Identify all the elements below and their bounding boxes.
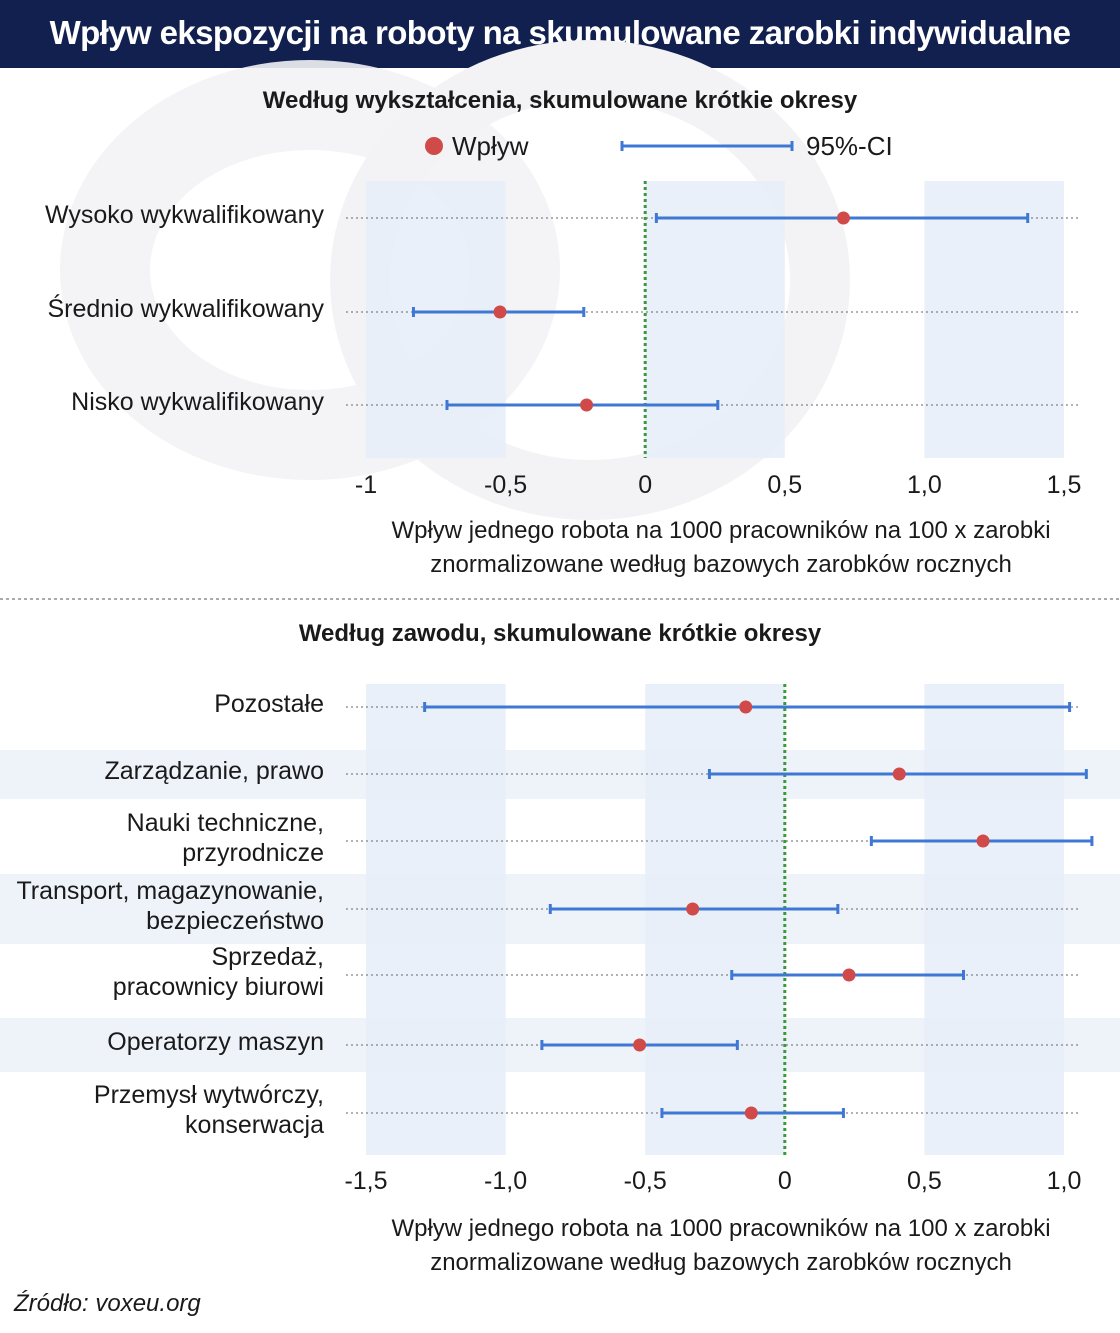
estimate-point (493, 305, 507, 319)
axis-band (924, 181, 1064, 458)
x-tick-label: -1,0 (484, 1167, 527, 1195)
legend-point-label: Wpływ (452, 131, 529, 161)
category-label: Operatorzy maszyn (107, 1028, 324, 1056)
x-axis-label: znormalizowane według bazowych zarobków … (430, 1249, 1012, 1276)
source-note: Źródło: voxeu.org (14, 1290, 201, 1317)
axis-band (645, 181, 785, 458)
estimate-point (580, 398, 594, 412)
estimate-point (836, 211, 850, 225)
legend-point-marker (425, 137, 443, 155)
category-label: Przemysł wytwórczy, (94, 1081, 324, 1109)
x-tick-label: 1,5 (1047, 471, 1082, 499)
category-label: pracownicy biurowi (113, 973, 324, 1001)
axis-band (366, 684, 506, 1155)
axis-band (645, 684, 785, 1155)
category-label: Transport, magazynowanie, (16, 877, 324, 905)
category-label: bezpieczeństwo (146, 907, 324, 935)
axis-band (924, 684, 1064, 1155)
estimate-point (739, 700, 753, 714)
category-label: przyrodnicze (182, 839, 324, 867)
estimate-point (686, 902, 700, 916)
category-label: Średnio wykwalifikowany (47, 293, 324, 323)
x-tick-label: 1,0 (1047, 1167, 1082, 1195)
x-axis-label: Wpływ jednego robota na 1000 pracowników… (391, 1215, 1050, 1242)
estimate-point (633, 1038, 647, 1052)
category-label: Wysoko wykwalifikowany (45, 201, 325, 229)
x-tick-label: 0,5 (907, 1167, 942, 1195)
x-tick-label: 0 (638, 471, 652, 499)
estimate-point (976, 834, 990, 848)
estimate-point (892, 767, 906, 781)
x-tick-label: 0,5 (767, 471, 802, 499)
estimate-point (744, 1106, 758, 1120)
estimate-point (842, 968, 856, 982)
axis-band (366, 181, 506, 458)
x-axis-label: znormalizowane według bazowych zarobków … (430, 551, 1012, 578)
panel-title: Według zawodu, skumulowane krótkie okres… (299, 620, 822, 647)
category-label: Nisko wykwalifikowany (71, 388, 324, 416)
category-label: Sprzedaż, (211, 943, 324, 971)
category-label: Pozostałe (214, 690, 324, 718)
x-tick-label: -0,5 (624, 1167, 667, 1195)
category-label: Zarządzanie, prawo (104, 757, 324, 785)
x-tick-label: -0,5 (484, 471, 527, 499)
x-tick-label: 0 (778, 1167, 792, 1195)
category-label: konserwacja (185, 1111, 324, 1139)
x-axis-label: Wpływ jednego robota na 1000 pracowników… (391, 517, 1050, 544)
category-label: Nauki techniczne, (127, 809, 324, 837)
x-tick-label: -1 (355, 471, 377, 499)
legend-ci-label: 95%-CI (806, 131, 893, 161)
x-tick-label: 1,0 (907, 471, 942, 499)
x-tick-label: -1,5 (344, 1167, 387, 1195)
panel-title: Według wykształcenia, skumulowane krótki… (263, 87, 858, 114)
